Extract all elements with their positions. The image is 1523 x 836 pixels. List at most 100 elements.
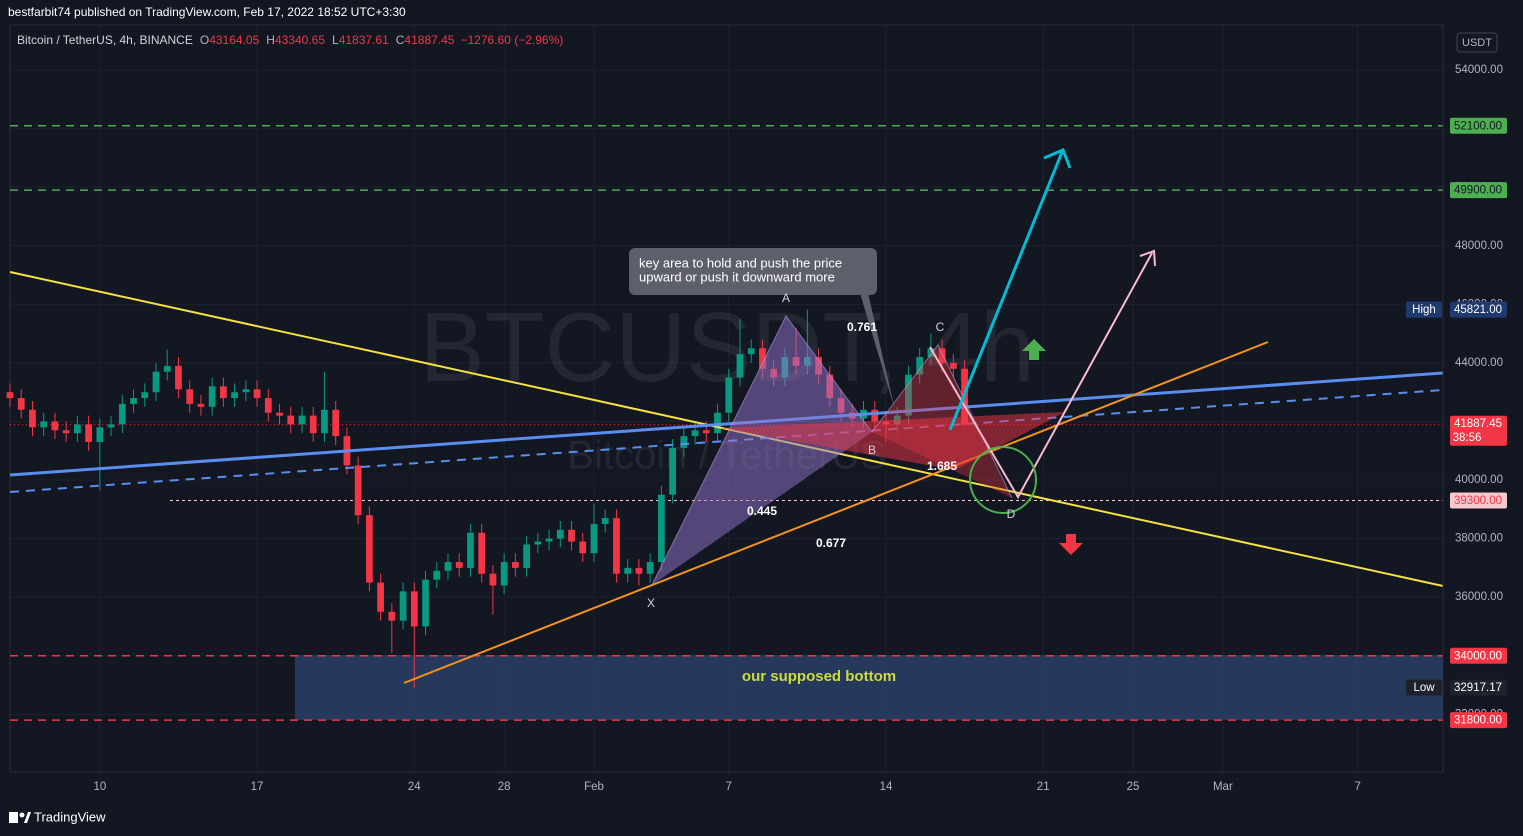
legend-key: L — [332, 33, 339, 47]
candle-body — [736, 354, 744, 378]
legend-title: Bitcoin / TetherUS, 4h, BINANCE — [17, 33, 193, 47]
price-badge-label: 39300.00 — [1454, 495, 1502, 507]
legend-value: 41837.61 — [339, 33, 389, 47]
x-tick-label: 14 — [880, 781, 893, 793]
legend-change: −1276.60 (−2.96%) — [460, 33, 563, 47]
candle-body — [377, 582, 384, 612]
time-axis — [10, 772, 1443, 800]
candle-body — [152, 371, 160, 393]
candle-body — [635, 567, 643, 574]
pattern-xab — [652, 316, 872, 585]
candle-body — [332, 409, 340, 437]
candle-body — [130, 398, 137, 404]
candle-body — [197, 403, 205, 407]
price-badge — [1450, 712, 1507, 729]
candle-body — [725, 377, 733, 413]
candle-body — [141, 392, 149, 399]
focus-circle — [969, 446, 1037, 514]
x-tick-label: Mar — [1213, 781, 1233, 793]
candle-body — [511, 562, 519, 568]
last-price-badge — [1450, 415, 1507, 446]
trend-line — [403, 341, 1269, 684]
grid — [10, 25, 1443, 772]
up-arrow — [1022, 339, 1046, 360]
candle-body — [489, 573, 497, 586]
y-tick-label: 36000.00 — [1455, 591, 1503, 603]
y-tick-label: 40000.00 — [1455, 474, 1503, 486]
candle-body — [702, 430, 710, 434]
candle-body — [388, 611, 396, 621]
price-badge — [1450, 182, 1507, 199]
candle-body — [276, 412, 283, 416]
price-badge — [1450, 647, 1507, 664]
extreme-badge — [1450, 301, 1507, 318]
candle-body — [579, 541, 587, 554]
candle-body — [523, 544, 530, 568]
fib-ratio: 1.685 — [927, 459, 957, 473]
candle-body — [624, 567, 632, 574]
x-tick-label: 17 — [251, 781, 264, 793]
extreme-label: 32917.17 — [1454, 682, 1502, 694]
price-badge — [1450, 117, 1507, 134]
blue-arrow — [948, 151, 1064, 431]
candle-body — [309, 415, 317, 434]
x-tick-label: 28 — [498, 781, 511, 793]
published-line: bestfarbit74 published on TradingView.co… — [8, 5, 406, 19]
candle-body — [927, 348, 935, 358]
legend-key: C — [396, 33, 405, 47]
symbol-legend: Bitcoin / TetherUS, 4h, BINANCE O43164.05… — [17, 33, 563, 47]
x-tick-label: 7 — [726, 781, 732, 793]
fib-ratio: 0.761 — [847, 320, 877, 334]
candle-body — [444, 562, 452, 571]
y-tick-label: 38000.00 — [1455, 533, 1503, 545]
candle-body — [51, 421, 59, 431]
candle-body — [253, 389, 261, 399]
drawings: key area to hold and push the price upwa… — [9, 148, 1444, 685]
candle-body — [590, 523, 598, 554]
candle-body — [62, 430, 70, 434]
callout-box — [629, 248, 877, 295]
extreme-name: Low — [1413, 682, 1435, 694]
legend-key: O — [200, 33, 209, 47]
candle-body — [118, 403, 126, 425]
logo — [19, 812, 25, 818]
candle-body — [534, 541, 542, 545]
candle-body — [366, 515, 373, 583]
candle-body — [949, 362, 957, 369]
candle-body — [500, 562, 508, 586]
candle-body — [657, 494, 665, 563]
candle-body — [96, 427, 104, 442]
extreme-badge — [1450, 679, 1507, 696]
x-tick-label: 21 — [1037, 781, 1050, 793]
price-badge-label: 52100.00 — [1454, 120, 1502, 132]
legend-value: 41887.45 — [404, 33, 454, 47]
candle-body — [455, 562, 463, 568]
arrow-head — [1043, 148, 1072, 169]
candle-body — [208, 386, 216, 407]
callout-text: key area to hold and push the price — [639, 255, 842, 270]
candle-body — [29, 409, 36, 428]
path-arrow — [929, 252, 1153, 500]
candle-body — [399, 591, 407, 621]
candle-body — [568, 529, 575, 542]
candle-body — [231, 392, 238, 399]
legend-value: 43164.05 — [209, 33, 259, 47]
price-badge-label: 31800.00 — [1454, 715, 1502, 727]
candle-body — [747, 348, 755, 355]
candle-body — [613, 518, 620, 574]
price-axis — [1443, 25, 1523, 800]
trend-line — [9, 371, 1444, 477]
logo — [9, 812, 18, 823]
candle-body — [186, 389, 194, 404]
candle-body — [916, 357, 924, 375]
last-price-label: 41887.45 — [1454, 418, 1502, 430]
currency-box — [1456, 32, 1498, 53]
pattern-point: B — [868, 443, 876, 457]
candle-body — [669, 447, 676, 495]
y-tick-label: 48000.00 — [1455, 240, 1503, 252]
candle-body — [478, 532, 486, 574]
pattern-band — [720, 412, 1065, 470]
extreme-name: High — [1412, 304, 1436, 316]
